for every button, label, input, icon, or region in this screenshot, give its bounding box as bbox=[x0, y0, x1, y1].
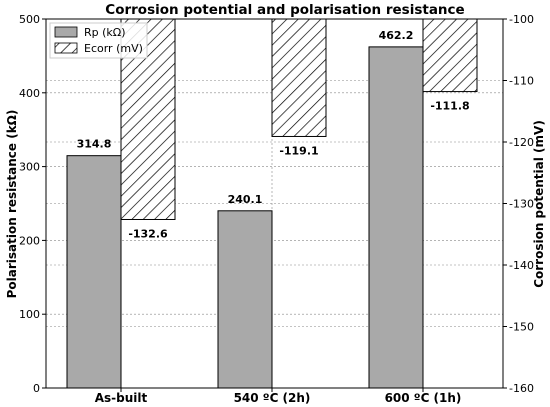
y2-axis-label: Corrosion potential (mV) bbox=[532, 120, 546, 288]
right-tick-label-6: -100 bbox=[509, 13, 534, 26]
legend-label-ecorr: Ecorr (mV) bbox=[84, 42, 143, 55]
legend: Rp (kΩ) Ecorr (mV) bbox=[49, 22, 148, 59]
ecorr-bar-1 bbox=[271, 18, 327, 137]
rp-value-label-0: 314.8 bbox=[77, 138, 112, 151]
x-axis-ticks: As-built 540 ºC (2h) 600 ºC (1h) bbox=[95, 388, 462, 405]
rp-value-label-2: 462.2 bbox=[379, 29, 414, 42]
ecorr-bar-2 bbox=[422, 18, 478, 93]
right-tick-label-3: -130 bbox=[509, 198, 534, 211]
left-axis-ticks: 0 100 200 300 400 500 bbox=[19, 13, 46, 395]
right-tick-label-5: -110 bbox=[509, 75, 534, 88]
x-tick-label-0: As-built bbox=[95, 391, 148, 405]
ecorr-bars bbox=[120, 18, 478, 220]
legend-label-rp: Rp (kΩ) bbox=[84, 26, 125, 39]
rp-bars bbox=[66, 46, 424, 389]
left-tick-label-0: 0 bbox=[33, 382, 40, 395]
right-tick-label-4: -120 bbox=[509, 136, 534, 149]
ecorr-value-label-2: -111.8 bbox=[430, 100, 469, 113]
left-tick-label-4: 400 bbox=[19, 87, 40, 100]
rp-value-label-1: 240.1 bbox=[228, 193, 263, 206]
legend-swatch-ecorr bbox=[54, 42, 78, 54]
y-axis-label: Polarisation resistance (kΩ) bbox=[5, 110, 19, 299]
right-tick-label-1: -150 bbox=[509, 321, 534, 334]
legend-swatch-rp bbox=[54, 26, 78, 38]
rp-bar-1 bbox=[217, 210, 273, 389]
right-tick-label-0: -160 bbox=[509, 382, 534, 395]
left-tick-label-2: 200 bbox=[19, 234, 40, 247]
ecorr-value-label-0: -132.6 bbox=[128, 227, 168, 240]
left-tick-label-1: 100 bbox=[19, 308, 40, 321]
left-tick-label-3: 300 bbox=[19, 161, 40, 174]
rp-bar-2 bbox=[368, 46, 424, 389]
left-tick-label-5: 500 bbox=[19, 13, 40, 26]
data-labels: 314.8 240.1 462.2 -132.6 -119.1 -111.8 bbox=[77, 29, 470, 241]
x-tick-label-2: 600 ºC (1h) bbox=[385, 391, 462, 405]
chart-title: Corrosion potential and polarisation res… bbox=[105, 2, 464, 18]
x-tick-label-1: 540 ºC (2h) bbox=[234, 391, 311, 405]
right-axis-ticks: -160 -150 -140 -130 -120 -110 -100 bbox=[503, 13, 534, 395]
right-tick-label-2: -140 bbox=[509, 259, 534, 272]
ecorr-value-label-1: -119.1 bbox=[279, 144, 318, 157]
rp-bar-0 bbox=[66, 155, 122, 389]
